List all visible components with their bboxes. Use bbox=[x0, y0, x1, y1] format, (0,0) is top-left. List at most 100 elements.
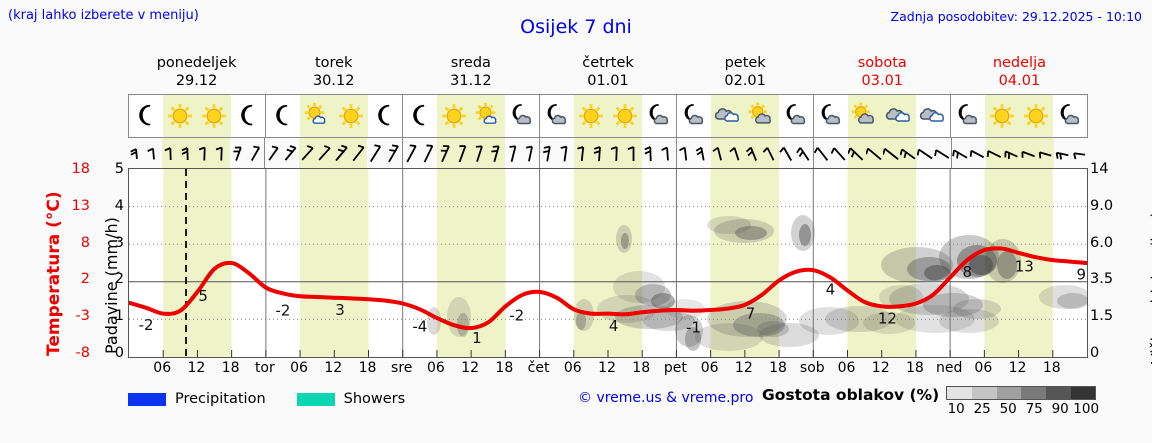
daytime-band bbox=[710, 169, 780, 357]
cloud-icon bbox=[919, 108, 944, 122]
x-tick-label: čet bbox=[527, 360, 550, 376]
wind-barb-cell bbox=[128, 138, 145, 168]
wind-barb-cell bbox=[367, 138, 384, 168]
cloud-density-step-50 bbox=[996, 387, 1022, 399]
cloud-density-blob bbox=[735, 226, 767, 240]
wind-barb-icon bbox=[627, 146, 635, 161]
weather-icon-wrapper bbox=[163, 99, 197, 133]
cloud-density-blob bbox=[576, 312, 586, 330]
weather-icon-cell bbox=[505, 95, 539, 137]
weather-icon-cell bbox=[711, 95, 745, 137]
sun-cloud-icon bbox=[748, 102, 771, 124]
cloud-density-blob bbox=[635, 284, 671, 306]
wind-day-group-0 bbox=[128, 138, 266, 168]
icon-day-group-1 bbox=[266, 95, 403, 137]
x-tick-label: 06 bbox=[563, 360, 582, 376]
temperature-value-label: 9 bbox=[1077, 266, 1087, 284]
cloud-density-blob bbox=[924, 265, 950, 281]
x-tick-label: 12 bbox=[1008, 360, 1027, 376]
day-date: 04.01 bbox=[998, 73, 1041, 89]
wind-day-group-6 bbox=[951, 138, 1088, 168]
cloud-density-step-label: 10 bbox=[947, 401, 965, 417]
wind-barb-cell bbox=[316, 138, 334, 168]
axis-tick-label: 13 bbox=[71, 197, 90, 214]
wind-barb-icon bbox=[387, 144, 399, 163]
day-date: 03.01 bbox=[861, 73, 904, 89]
axis-tick-label: -8 bbox=[75, 345, 90, 361]
temperature-axis-ticks: 18 13 8 2 -3 -8 bbox=[46, 160, 90, 366]
axis-tick-label: 1 bbox=[114, 308, 124, 325]
weather-icon-wrapper bbox=[814, 99, 848, 133]
wind-barb-icon bbox=[865, 147, 882, 161]
weather-icon-wrapper bbox=[300, 99, 334, 133]
copyright-text[interactable]: © vreme.us & vreme.pro bbox=[578, 390, 754, 406]
moon-cloud-icon bbox=[1060, 104, 1080, 125]
day-header-strip: ponedeljek 29.12 torek 30.12 sreda 31.12 četrt… bbox=[128, 54, 1088, 92]
wind-barb-icon bbox=[899, 148, 916, 160]
cloud-density-blob bbox=[597, 295, 657, 323]
axis-tick-label: -3 bbox=[75, 308, 90, 325]
weather-icon-wrapper bbox=[882, 99, 916, 133]
precipitation-swatch bbox=[128, 392, 166, 406]
wind-barb-cell bbox=[265, 138, 282, 168]
moon-icon bbox=[413, 104, 425, 126]
temperature-line bbox=[129, 246, 1087, 331]
wind-barb-cell bbox=[230, 138, 247, 168]
day-header-5: sobota 03.01 bbox=[814, 54, 951, 92]
temperature-value-label: 4 bbox=[826, 280, 836, 298]
cloud-density-blob bbox=[997, 251, 1017, 279]
weather-icon-wrapper bbox=[711, 99, 745, 133]
cloud-density-blob bbox=[574, 299, 594, 331]
cloud-density-blob bbox=[621, 233, 629, 249]
wind-barb-cell bbox=[282, 138, 299, 168]
wind-barb-cell bbox=[779, 138, 796, 168]
day-date: 01.01 bbox=[587, 73, 629, 89]
day-header-2: sreda 31.12 bbox=[402, 54, 539, 92]
cloud-density-step-label: 100 bbox=[1073, 401, 1100, 417]
wind-barb-icon bbox=[198, 146, 206, 161]
wind-barb-icon bbox=[1073, 152, 1085, 160]
weather-icon-wrapper bbox=[985, 99, 1019, 133]
weather-icon-wrapper bbox=[334, 99, 368, 133]
daytime-band bbox=[847, 169, 916, 357]
wind-barb-cell bbox=[213, 138, 231, 168]
wind-barb-icon bbox=[610, 146, 618, 162]
wind-barb-cell bbox=[1071, 138, 1088, 168]
weather-icon-cell bbox=[300, 95, 334, 137]
wind-barb-cell bbox=[969, 138, 986, 168]
wind-barb-cell bbox=[590, 138, 608, 168]
wind-barb-icon bbox=[779, 146, 793, 161]
weather-icon-cell bbox=[882, 95, 916, 137]
weather-icon-wrapper bbox=[1053, 99, 1087, 133]
axis-tick-label: 3.5 bbox=[1090, 271, 1114, 288]
wind-barb-cell bbox=[420, 138, 437, 168]
moon-cloud-icon bbox=[821, 104, 841, 125]
wind-barb-icon bbox=[491, 145, 500, 162]
wind-barb-cell bbox=[711, 138, 729, 168]
temperature-value-label: 1 bbox=[472, 329, 482, 347]
daytime-band bbox=[984, 169, 1053, 357]
weather-icon-cell bbox=[677, 95, 711, 137]
forecast-plot: -2 5 -2 3 -4 1 -2 4 -1 7 4 12 8 13 9 bbox=[128, 168, 1088, 358]
weather-icon-cell bbox=[1053, 95, 1087, 137]
weather-icon-wrapper bbox=[231, 99, 265, 133]
wind-barb-icon bbox=[560, 145, 568, 162]
day-name: sobota bbox=[857, 55, 907, 71]
cloud-density-blob bbox=[616, 225, 632, 253]
x-axis-tick-labels: 06 12 18 tor 06 12 18 sre 06 12 18 čet 06 12 18 pet 06 12… bbox=[128, 360, 1088, 382]
weather-icon-wrapper bbox=[779, 99, 813, 133]
sun-icon bbox=[442, 104, 466, 128]
cloud-icon bbox=[885, 108, 910, 122]
weather-icon-wrapper bbox=[677, 99, 711, 133]
wind-barb-icon bbox=[284, 145, 297, 161]
weather-icon-cell bbox=[403, 95, 437, 137]
weather-icon-cell bbox=[231, 95, 265, 137]
cloud-density-scale-numbers: 10 25 50 75 90 100 bbox=[943, 401, 1099, 417]
weather-icon-wrapper bbox=[266, 99, 300, 133]
x-tick-label: 12 bbox=[187, 360, 206, 376]
cloud-density-blob bbox=[791, 215, 815, 251]
axis-tick-label: 0 bbox=[1090, 345, 1100, 361]
sun-cloud-small-icon bbox=[475, 102, 497, 124]
axis-tick-label: 6.0 bbox=[1090, 234, 1114, 251]
wind-barb-cell bbox=[162, 138, 180, 168]
